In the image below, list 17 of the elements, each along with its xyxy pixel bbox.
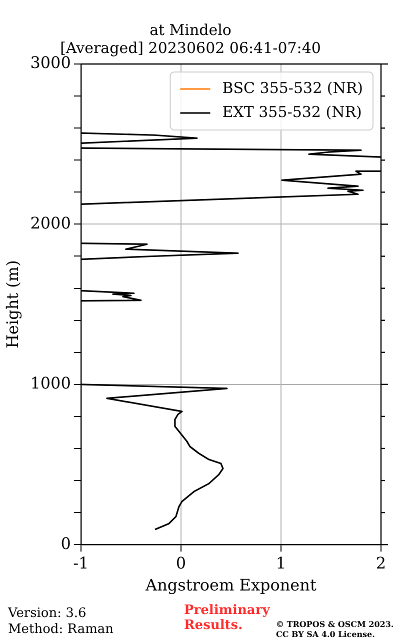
text: Version: 3.6	[8, 606, 88, 622]
text: © TROPOS & OSCM 2023. CC BY SA 4.0 License.	[276, 619, 395, 639]
legend-label: EXT 355-532 (NR)	[222, 102, 362, 121]
y-tick-label: 0	[60, 534, 71, 553]
text: Method: Raman	[8, 622, 114, 638]
x-tick-label: 0	[176, 553, 186, 572]
y-axis-title: Height (m)	[2, 260, 22, 348]
text: Preliminary Results.	[184, 603, 270, 633]
chart-title: at Mindelo	[150, 20, 232, 39]
y-tick-label: 2000	[30, 213, 71, 232]
y-tick-label: 1000	[30, 374, 71, 393]
x-tick-label: -1	[73, 553, 89, 572]
chart-subtitle: [Averaged] 20230602 06:41-07:40	[60, 38, 321, 57]
x-axis-title: Angstroem Exponent	[144, 576, 317, 595]
legend-label: BSC 355-532 (NR)	[222, 78, 363, 97]
x-tick-label: 2	[376, 553, 386, 572]
x-tick-label: 1	[276, 553, 286, 572]
